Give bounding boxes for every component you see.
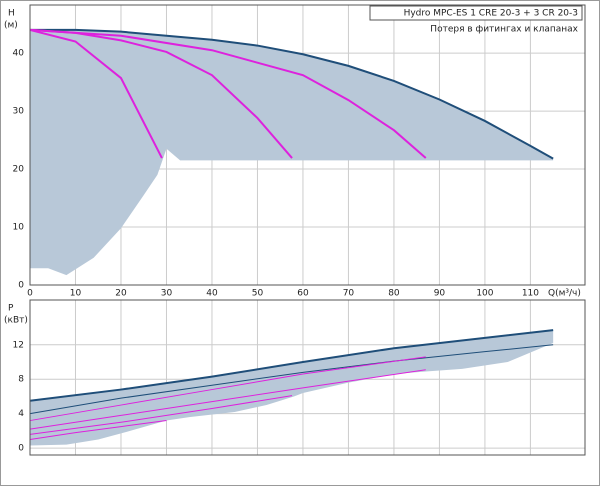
y-axis-unit: (м) xyxy=(4,21,18,31)
x-tick-label: 90 xyxy=(434,289,446,299)
x-tick-label: 80 xyxy=(388,289,400,299)
y-tick-label: 20 xyxy=(13,165,25,175)
y-tick-label: 0 xyxy=(18,444,24,454)
y-tick-label: 10 xyxy=(13,223,25,233)
x-tick-label: 110 xyxy=(522,289,539,299)
x-tick-label: 60 xyxy=(297,289,309,299)
curve xyxy=(29,420,167,440)
legend-title: Hydro MPC-ES 1 CRE 20-3 + 3 CR 20-3 xyxy=(404,9,578,19)
curve xyxy=(29,356,426,422)
x-tick-label: 50 xyxy=(252,289,264,299)
y-tick-label: 0 xyxy=(18,281,24,291)
curve xyxy=(29,395,293,435)
y-tick-label: 4 xyxy=(18,409,24,419)
y-axis-label: H xyxy=(8,9,15,19)
x-tick-label: 70 xyxy=(343,289,355,299)
curve xyxy=(29,28,163,159)
plot-frame xyxy=(29,4,586,286)
y-tick-label: 12 xyxy=(13,340,24,350)
y-tick-label: 30 xyxy=(13,107,25,117)
curve xyxy=(29,329,554,402)
y-axis-unit: (кВт) xyxy=(4,316,28,326)
curve xyxy=(29,344,554,415)
x-tick-label: 100 xyxy=(476,289,493,299)
curve xyxy=(30,28,554,160)
x-tick-label: 30 xyxy=(161,289,173,299)
legend-box xyxy=(369,5,583,21)
x-tick-label: 10 xyxy=(70,289,82,299)
plot-frame xyxy=(29,299,586,456)
curve xyxy=(29,28,427,159)
y-tick-label: 8 xyxy=(18,375,24,385)
operating-region xyxy=(30,29,554,276)
y-axis-label: P xyxy=(8,304,14,314)
y-tick-label: 40 xyxy=(13,49,25,59)
legend-subtitle: Потеря в фитингах и клапанах xyxy=(430,25,578,35)
x-axis-label: Q(м³/ч) xyxy=(548,289,581,299)
x-tick-label: 40 xyxy=(206,289,218,299)
curve xyxy=(29,369,426,430)
x-tick-label: 0 xyxy=(27,289,33,299)
x-tick-label: 20 xyxy=(115,289,127,299)
